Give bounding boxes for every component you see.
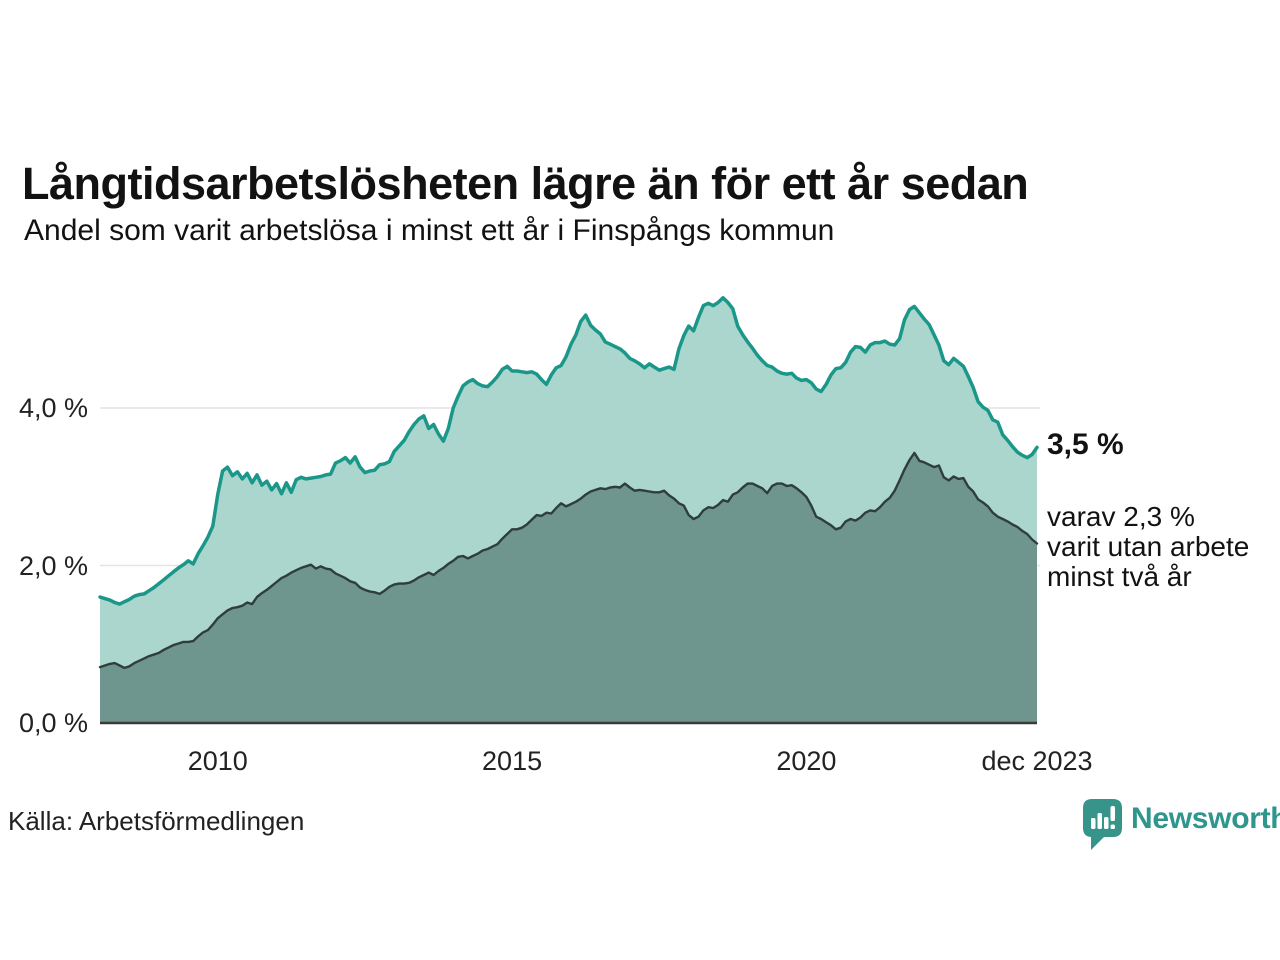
chart-subtitle: Andel som varit arbetslösa i minst ett å… — [24, 214, 835, 247]
page-title: Långtidsarbetslösheten lägre än för ett … — [22, 158, 1029, 210]
y-tick-2,0: 2,0 % — [18, 550, 88, 581]
line-two-years — [98, 451, 1039, 670]
end-value-label: 3,5 % — [1047, 428, 1124, 461]
newsworthy-speech-bubble-bars-icon — [1083, 799, 1124, 856]
secondary-annotation-line-1: varav 2,3 % — [1047, 501, 1195, 532]
y-tick-4,0: 4,0 % — [18, 393, 88, 423]
newsworthy-logo: Newsworthy — [1083, 799, 1280, 856]
x-tick-2020: 2020 — [776, 746, 837, 776]
x-tick-2015: 2015 — [482, 746, 543, 776]
y-tick-0,0: 0,0 % — [18, 708, 88, 738]
newsworthy-logo-text: Newsworthy — [1131, 802, 1280, 835]
x-tick-dec-2023: dec 2023 — [981, 746, 1093, 776]
secondary-annotation-line-2: varit utan arbete — [1047, 531, 1250, 562]
secondary-annotation: varav 2,3 % varit utan arbete minst två … — [1047, 502, 1249, 592]
x-tick-2010: 2010 — [187, 746, 248, 776]
source-text: Källa: Arbetsförmedlingen — [8, 806, 305, 836]
secondary-annotation-line-3: minst två år — [1047, 561, 1192, 592]
line-total-long-term — [98, 296, 1039, 606]
area-two-years — [100, 452, 1037, 723]
